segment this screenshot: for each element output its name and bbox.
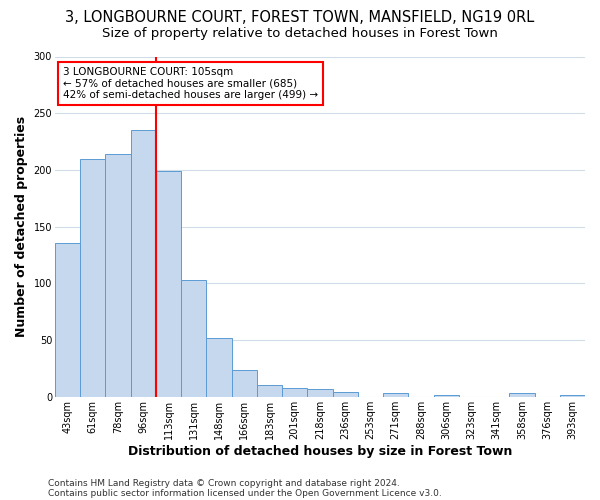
Bar <box>156 171 181 397</box>
Bar <box>307 389 332 397</box>
Bar <box>560 394 585 397</box>
Bar <box>131 130 156 397</box>
Bar <box>206 338 232 397</box>
Bar <box>232 370 257 397</box>
Bar <box>257 386 282 397</box>
Text: 3 LONGBOURNE COURT: 105sqm
← 57% of detached houses are smaller (685)
42% of sem: 3 LONGBOURNE COURT: 105sqm ← 57% of deta… <box>63 66 318 100</box>
Bar <box>434 394 459 397</box>
Bar <box>282 388 307 397</box>
Bar <box>55 242 80 397</box>
X-axis label: Distribution of detached houses by size in Forest Town: Distribution of detached houses by size … <box>128 444 512 458</box>
Text: Contains HM Land Registry data © Crown copyright and database right 2024.: Contains HM Land Registry data © Crown c… <box>48 478 400 488</box>
Bar <box>181 280 206 397</box>
Bar <box>383 394 409 397</box>
Bar <box>106 154 131 397</box>
Text: Size of property relative to detached houses in Forest Town: Size of property relative to detached ho… <box>102 28 498 40</box>
Text: Contains public sector information licensed under the Open Government Licence v3: Contains public sector information licen… <box>48 488 442 498</box>
Bar <box>332 392 358 397</box>
Bar <box>80 158 106 397</box>
Text: 3, LONGBOURNE COURT, FOREST TOWN, MANSFIELD, NG19 0RL: 3, LONGBOURNE COURT, FOREST TOWN, MANSFI… <box>65 10 535 25</box>
Y-axis label: Number of detached properties: Number of detached properties <box>15 116 28 337</box>
Bar <box>509 394 535 397</box>
